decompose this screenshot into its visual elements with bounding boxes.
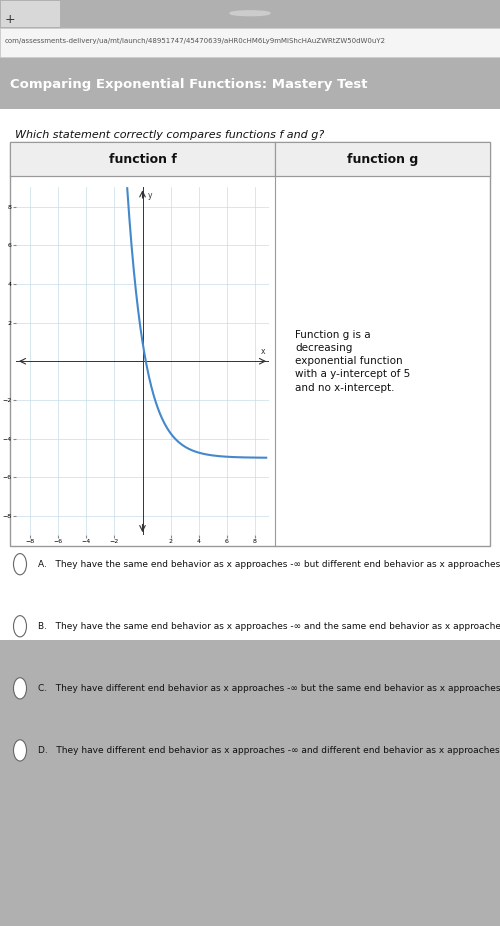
- Text: C.   They have different end behavior as x approaches -∞ but the same end behavi: C. They have different end behavior as x…: [38, 683, 500, 693]
- Bar: [275, 142, 490, 176]
- Text: com/assessments-delivery/ua/mt/launch/48951747/45470639/aHR0cHM6Ly9mMiShcHAuZWRt: com/assessments-delivery/ua/mt/launch/48…: [5, 38, 386, 44]
- Text: Which statement correctly compares functions f and g?: Which statement correctly compares funct…: [15, 130, 324, 140]
- Text: Comparing Exponential Functions: Mastery Test: Comparing Exponential Functions: Mastery…: [10, 78, 368, 92]
- Text: function f: function f: [108, 153, 176, 166]
- Text: A.   They have the same end behavior as x approaches -∞ but different end behavi: A. They have the same end behavior as x …: [38, 559, 500, 569]
- Text: x: x: [261, 347, 266, 357]
- Bar: [0, 29, 500, 57]
- Circle shape: [230, 11, 270, 16]
- Text: function g: function g: [347, 153, 418, 166]
- Circle shape: [14, 554, 26, 575]
- Text: y: y: [148, 191, 152, 200]
- Bar: [0, 0, 60, 27]
- Bar: [10, 142, 275, 176]
- Text: B.   They have the same end behavior as x approaches -∞ and the same end behavio: B. They have the same end behavior as x …: [38, 621, 500, 631]
- Text: Function g is a
decreasing
exponential function
with a y-intercept of 5
and no x: Function g is a decreasing exponential f…: [295, 330, 410, 393]
- Circle shape: [14, 616, 26, 637]
- Text: D.   They have different end behavior as x approaches -∞ and different end behav: D. They have different end behavior as x…: [38, 746, 500, 755]
- Circle shape: [14, 678, 26, 699]
- Circle shape: [14, 740, 26, 761]
- Text: +: +: [5, 13, 15, 26]
